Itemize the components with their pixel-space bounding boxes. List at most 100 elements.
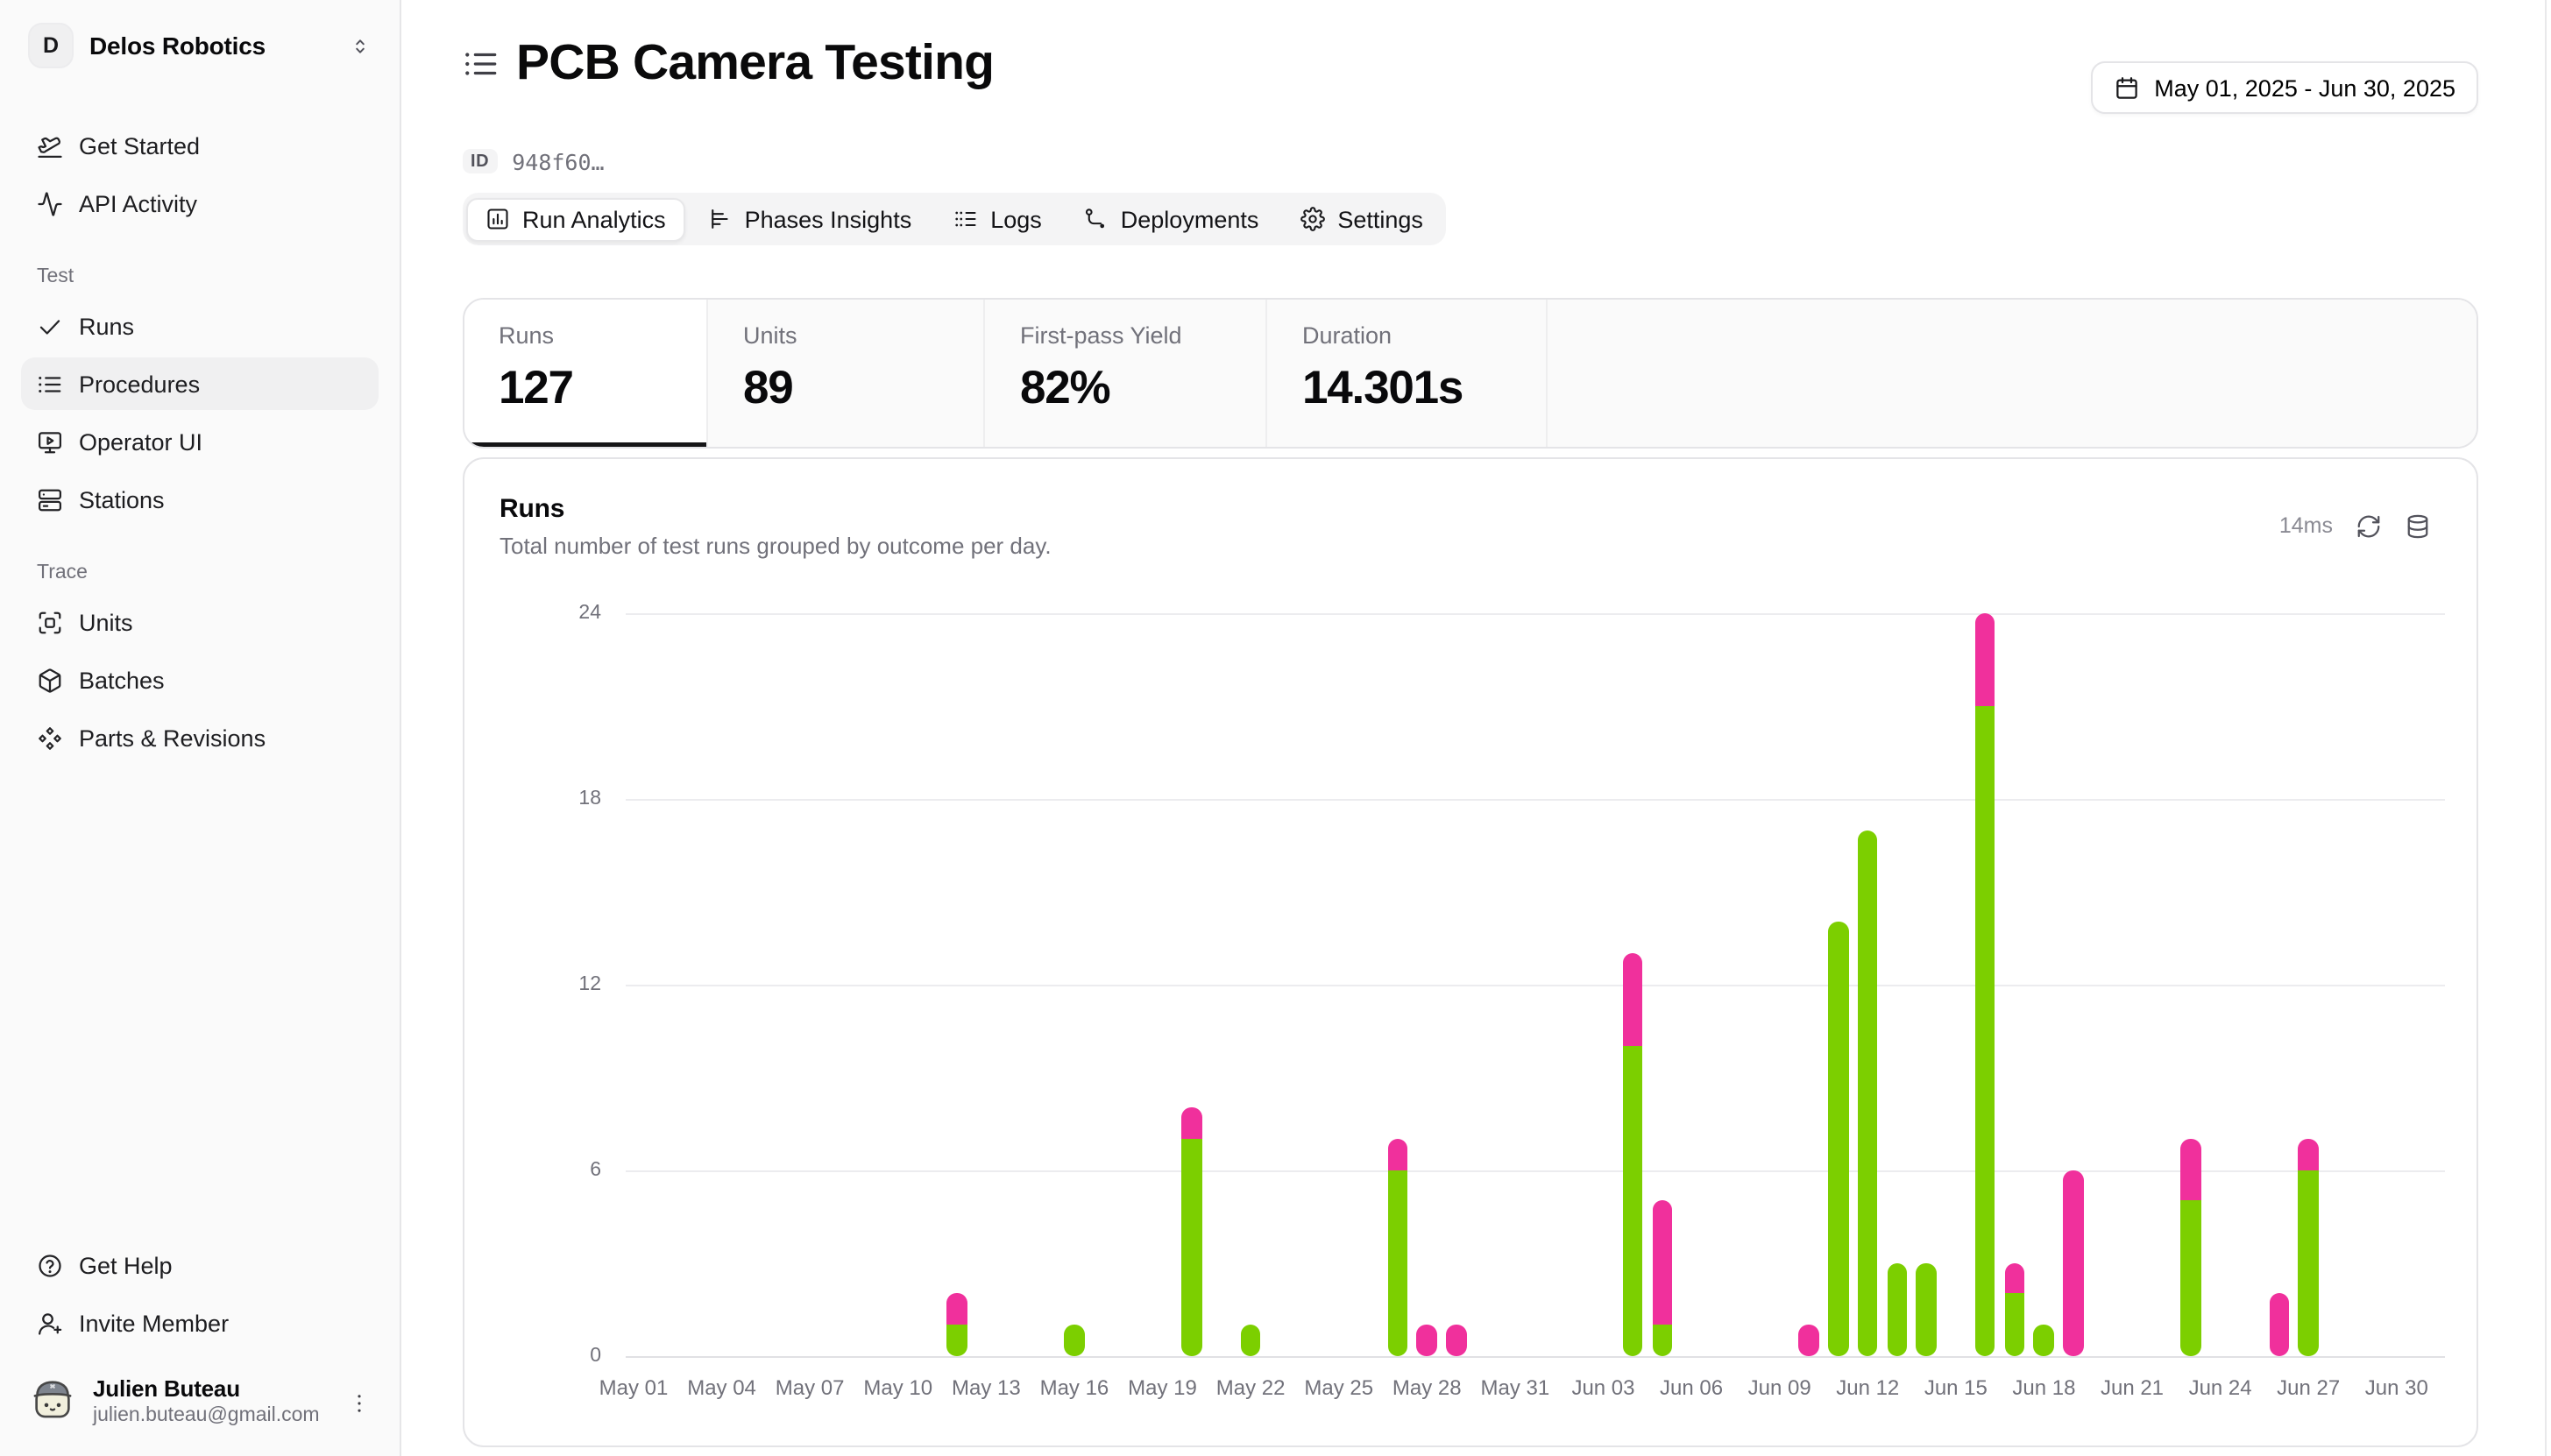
bar-segment-failed (1387, 1138, 1408, 1170)
bar-jun-19[interactable] (2063, 1170, 2084, 1355)
stat-cell-units[interactable]: Units 89 (708, 300, 985, 446)
bar-segment-passed (1652, 1324, 1673, 1355)
bar-jun-27[interactable] (2298, 1138, 2319, 1355)
org-avatar: D (28, 23, 74, 68)
bar-chart-plot: 24 18 12 6 0 May 01 May 04 May 07 May 10 May 13 Ma… (578, 603, 2445, 1399)
bar-jun-10[interactable] (1798, 1324, 1819, 1355)
stat-cell-duration[interactable]: Duration 14.301s (1267, 300, 1548, 446)
bar-jun-23[interactable] (2180, 1138, 2201, 1355)
bar-jun-14[interactable] (1916, 1262, 1937, 1355)
sidebar-item-label: Batches (79, 667, 165, 693)
x-tick-label: Jun 12 (1836, 1375, 1900, 1399)
org-switcher[interactable]: D Delos Robotics (21, 18, 379, 74)
tab-label: Logs (990, 206, 1042, 232)
x-tick-label: May 31 (1480, 1375, 1550, 1399)
user-name: Julien Buteau (93, 1375, 240, 1403)
bar-jun-13[interactable] (1887, 1262, 1908, 1355)
activity-icon (37, 190, 63, 216)
bar-may-28[interactable] (1416, 1324, 1437, 1355)
sidebar-item-parts-revisions[interactable]: Parts & Revisions (21, 711, 379, 764)
sidebar-nav: Get Started API Activity Test Runs Procedure… (21, 74, 379, 769)
bar-segment-passed (2033, 1324, 2054, 1355)
sidebar-item-batches[interactable]: Batches (21, 654, 379, 706)
stats-filler (1548, 300, 2477, 446)
sidebar-item-label: Parts & Revisions (79, 724, 266, 751)
bar-jun-12[interactable] (1857, 830, 1878, 1355)
stat-cell-runs[interactable]: Runs 127 (464, 300, 708, 446)
bar-segment-passed (1828, 922, 1849, 1355)
sidebar-item-procedures[interactable]: Procedures (21, 357, 379, 410)
sidebar-item-api-activity[interactable]: API Activity (21, 177, 379, 230)
bar-segment-failed (1181, 1107, 1202, 1139)
bar-may-22[interactable] (1240, 1324, 1261, 1355)
bar-segment-passed (1857, 830, 1878, 1355)
bar-segment-failed (1974, 613, 1995, 706)
x-tick-label: May 07 (775, 1375, 845, 1399)
sidebar-item-label: Get Help (79, 1252, 173, 1278)
y-tick-label: 12 (578, 973, 601, 995)
x-tick-label: May 28 (1392, 1375, 1462, 1399)
bar-jun-11[interactable] (1828, 922, 1849, 1355)
bar-may-29[interactable] (1446, 1324, 1467, 1355)
bar-may-20[interactable] (1181, 1107, 1202, 1355)
bar-jun-17[interactable] (2004, 1262, 2025, 1355)
stat-cell-first-pass-yield[interactable]: First-pass Yield 82% (985, 300, 1267, 446)
bar-jun-04[interactable] (1622, 953, 1643, 1355)
chart-bar-icon (708, 207, 733, 231)
refresh-icon[interactable] (2356, 513, 2382, 540)
x-tick-label: May 19 (1128, 1375, 1197, 1399)
x-tick-label: May 01 (599, 1375, 669, 1399)
sidebar-item-label: Procedures (79, 371, 201, 397)
stat-label: Runs (499, 322, 555, 349)
x-tick-label: Jun 30 (2364, 1375, 2428, 1399)
bar-jun-16[interactable] (1974, 613, 1995, 1355)
bar-jun-26[interactable] (2269, 1293, 2290, 1355)
gridline-y-0 (626, 1355, 2445, 1357)
x-tick-label: Jun 18 (2012, 1375, 2076, 1399)
tab-logs[interactable]: Logs (934, 197, 1061, 241)
database-icon[interactable] (2405, 513, 2431, 540)
kebab-icon[interactable] (347, 1390, 372, 1415)
procedure-id-value[interactable]: 948f60… (512, 148, 605, 174)
sidebar-item-invite-member[interactable]: Invite Member (21, 1297, 379, 1349)
tab-phases-insights[interactable]: Phases Insights (689, 197, 932, 241)
sidebar-item-units[interactable]: Units (21, 596, 379, 648)
bar-segment-failed (946, 1293, 967, 1325)
bar-jun-18[interactable] (2033, 1324, 2054, 1355)
x-tick-label: Jun 21 (2100, 1375, 2165, 1399)
sidebar-item-operator-ui[interactable]: Operator UI (21, 415, 379, 468)
tab-deployments[interactable]: Deployments (1065, 197, 1279, 241)
x-tick-label: May 22 (1215, 1375, 1286, 1399)
sidebar-item-get-started[interactable]: Get Started (21, 119, 379, 172)
user-menu[interactable]: Julien Buteau julien.buteau@gmail.com (21, 1370, 379, 1435)
sidebar-item-get-help[interactable]: Get Help (21, 1239, 379, 1291)
x-tick-label: Jun 03 (1571, 1375, 1635, 1399)
x-tick-label: Jun 09 (1747, 1375, 1811, 1399)
gridline-y-12 (626, 984, 2445, 986)
user-email: julien.buteau@gmail.com (93, 1405, 320, 1427)
id-badge: ID (462, 149, 499, 173)
bar-may-16[interactable] (1064, 1324, 1085, 1355)
stats-summary: Runs 127 Units 89 First-pass Yield 82% Duratio… (462, 298, 2478, 448)
sidebar-item-label: Get Started (79, 132, 201, 159)
sidebar-footer-nav: Get Help Invite Member (21, 1239, 379, 1349)
bar-jun-05[interactable] (1652, 1200, 1673, 1355)
bar-segment-passed (2298, 1170, 2319, 1355)
tab-label: Phases Insights (744, 206, 912, 232)
tab-label: Run Analytics (522, 206, 666, 232)
sidebar-item-label: Operator UI (79, 428, 203, 455)
tab-run-analytics[interactable]: Run Analytics (466, 197, 685, 241)
date-range-picker[interactable]: May 01, 2025 - Jun 30, 2025 (2091, 61, 2478, 114)
sidebar-item-label: Runs (79, 313, 135, 339)
bar-may-27[interactable] (1387, 1138, 1408, 1355)
tab-settings[interactable]: Settings (1281, 197, 1442, 241)
gridline-y-18 (626, 798, 2445, 801)
sidebar-item-stations[interactable]: Stations (21, 473, 379, 526)
x-tick-label: Jun 24 (2188, 1375, 2252, 1399)
bar-may-12[interactable] (946, 1293, 967, 1355)
y-tick-label: 18 (578, 788, 601, 809)
diamonds-icon (37, 724, 63, 751)
sidebar-item-runs[interactable]: Runs (21, 300, 379, 352)
bar-segment-passed (2004, 1293, 2025, 1355)
procedure-id-row: ID 948f60… (462, 147, 2478, 175)
